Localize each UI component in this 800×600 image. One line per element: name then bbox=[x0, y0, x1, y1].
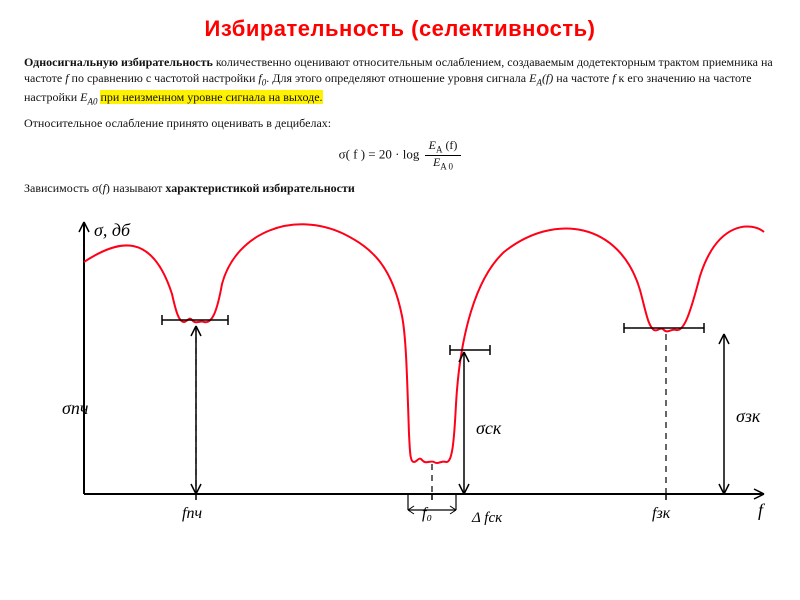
highlight: при неизменном уровне сигнала на выходе. bbox=[100, 90, 322, 104]
text: Зависимость σ( bbox=[24, 181, 103, 195]
fraction: EA (f) EA 0 bbox=[425, 139, 462, 172]
formula: σ( f ) = 20 · log EA (f) EA 0 bbox=[24, 139, 776, 172]
svg-text:fпч: fпч bbox=[182, 505, 202, 522]
text-bold: характеристикой избирательности bbox=[165, 181, 354, 195]
svg-text:f: f bbox=[758, 500, 766, 520]
svg-text:σпч: σпч bbox=[62, 398, 88, 418]
text: ) называют bbox=[106, 181, 165, 195]
text: на частоте bbox=[553, 71, 612, 85]
var-ea-f: EA(f) bbox=[529, 71, 553, 85]
selectivity-chart: σ, дб f σпч fпч σск f₀ Δ fск σзк fзк bbox=[24, 204, 776, 539]
text: . Для этого определяют отношение уровня … bbox=[266, 71, 529, 85]
svg-text:f₀: f₀ bbox=[422, 505, 432, 522]
paragraph-3: Зависимость σ(f) называют характеристико… bbox=[24, 180, 776, 196]
text: по сравнению с частотой настройки bbox=[69, 71, 259, 85]
svg-text:σзк: σзк bbox=[736, 406, 761, 426]
svg-text:fзк: fзк bbox=[652, 505, 671, 522]
text-bold: Односигнальную избирательность bbox=[24, 55, 213, 69]
formula-left: σ( f ) = 20 · log bbox=[339, 147, 420, 162]
svg-text:Δ fск: Δ fск bbox=[471, 510, 503, 526]
svg-text:σ, дб: σ, дб bbox=[94, 220, 131, 240]
page-title: Избирательность (селективность) bbox=[24, 16, 776, 42]
svg-text:σск: σск bbox=[476, 418, 502, 438]
paragraph-1: Односигнальную избирательность количеств… bbox=[24, 54, 776, 107]
paragraph-2: Относительное ослабление принято оценива… bbox=[24, 115, 776, 131]
var-ea0: EA0 bbox=[80, 90, 97, 104]
